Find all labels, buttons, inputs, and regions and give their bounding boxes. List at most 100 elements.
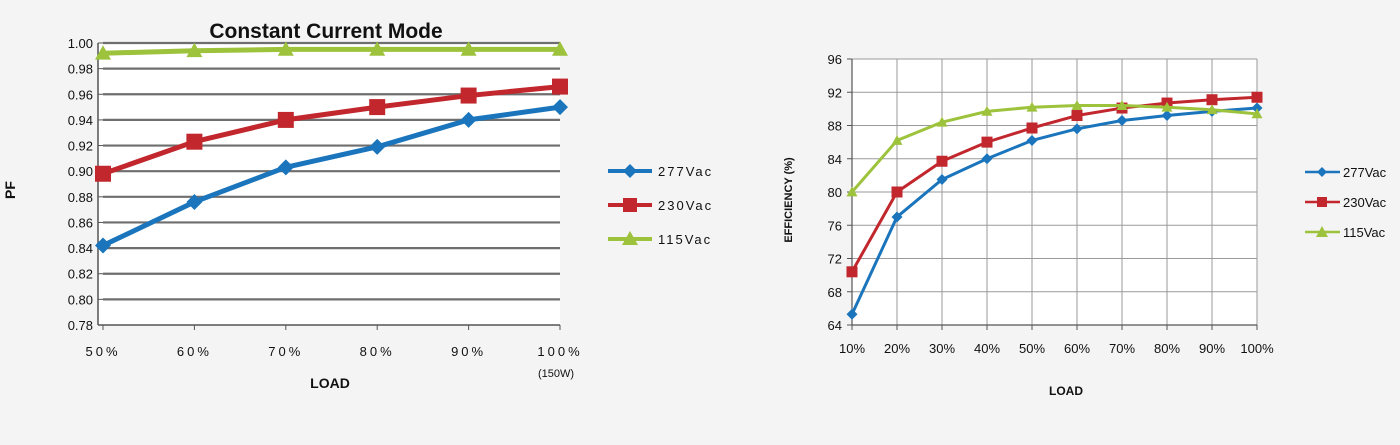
pf-x-category-note: (150W) <box>538 368 574 380</box>
c2-xtick-7: 80% <box>1154 341 1180 356</box>
c1-ytick-2: 0.82 <box>68 267 93 282</box>
pf-plot-area <box>98 43 560 325</box>
c2-xtick-3: 40% <box>974 341 1000 356</box>
c2-series-277vac-point-0 <box>846 308 858 320</box>
pf-x-tick-labels: 50% 60% 70% 80% 90% 100% <box>85 344 582 359</box>
c2-ytick-6: 88 <box>828 119 842 134</box>
efficiency-legend-277vac-label: 277Vac <box>1343 165 1387 180</box>
c2-xtick-5: 60% <box>1064 341 1090 356</box>
efficiency-legend-277vac-marker <box>1317 167 1327 177</box>
c1-series-277vac-point-5 <box>552 99 568 116</box>
c2-xtick-4: 50% <box>1019 341 1045 356</box>
c1-series-230vac-point-2 <box>277 111 294 128</box>
efficiency-legend-277vac: 277Vac <box>1305 165 1387 180</box>
efficiency-x-tick-labels: 10% 20% 30% 40% 50% 60% 70% 80% 90% 100% <box>839 341 1274 356</box>
c1-xtick-1: 60% <box>177 344 212 359</box>
c1-series-277vac-point-0 <box>95 237 111 254</box>
c2-series-115vac-point-4 <box>1026 101 1038 112</box>
efficiency-chart: 64 68 72 76 80 84 88 92 96 10% 20% 30% 40% 50% 60% 70%… <box>783 52 1387 398</box>
c1-xtick-4: 90% <box>451 344 486 359</box>
c1-ytick-5: 0.88 <box>68 190 93 205</box>
c2-ytick-8: 96 <box>828 52 842 67</box>
c2-series-230vac-point-8 <box>1206 94 1218 106</box>
c2-series-230vac-point-2 <box>936 155 948 167</box>
efficiency-gridlines <box>847 58 1258 330</box>
c1-series-115vac-point-5 <box>552 41 568 56</box>
c2-xtick-0: 10% <box>839 341 865 356</box>
c2-series-230vac-point-3 <box>981 136 993 148</box>
c1-series-230vac-point-4 <box>460 87 477 104</box>
c1-series-115vac-point-0 <box>95 45 111 60</box>
pf-chart: Constant Current Mode 0.780.800.820.840.… <box>2 20 713 391</box>
c1-series-230vac-point-1 <box>186 133 203 150</box>
efficiency-legend-115vac-marker <box>1316 226 1328 237</box>
c2-ytick-4: 80 <box>828 185 842 200</box>
pf-y-tick-labels: 0.78 0.80 0.82 0.84 0.86 0.88 0.90 0.92 0.94 0.96… <box>68 36 93 333</box>
pf-legend-277vac-marker <box>623 164 637 178</box>
pf-legend-115vac: 115Vac <box>608 231 712 247</box>
efficiency-legend-230vac: 230Vac <box>1305 195 1387 210</box>
c2-ytick-2: 72 <box>828 252 842 267</box>
c2-series-115vac-point-7 <box>1161 101 1173 112</box>
c2-series-230vac-point-9 <box>1251 91 1263 103</box>
c1-series-277vac-point-4 <box>460 111 477 128</box>
c2-series-230vac-point-0 <box>846 266 858 278</box>
efficiency-series-group <box>846 91 1263 320</box>
c1-series-230vac-point-3 <box>369 99 386 116</box>
efficiency-x-axis-title: LOAD <box>1049 384 1083 398</box>
c2-series-115vac <box>846 100 1263 197</box>
c1-series-115vac-point-1 <box>186 42 203 58</box>
c1-xtick-0: 50% <box>85 344 120 359</box>
pf-legend-277vac: 277Vac <box>608 164 711 179</box>
c2-series-277vac-point-6 <box>1116 115 1128 127</box>
c1-series-230vac-point-0 <box>95 165 111 182</box>
efficiency-y-axis-title: EFFICIENCY (%) <box>783 157 795 243</box>
c1-ytick-9: 0.96 <box>68 87 93 102</box>
c1-ytick-8: 0.94 <box>68 113 93 128</box>
c1-series-277vac <box>95 99 568 254</box>
c2-series-115vac-line <box>850 104 1258 193</box>
c1-xtick-5: 100% <box>537 344 582 359</box>
c1-series-277vac-line <box>101 104 561 248</box>
c2-series-115vac-point-0 <box>846 186 858 197</box>
efficiency-legend-115vac: 115Vac <box>1305 225 1386 240</box>
c2-series-230vac-line <box>850 95 1258 273</box>
c1-ytick-7: 0.92 <box>68 139 93 154</box>
c1-series-277vac-point-2 <box>277 159 294 176</box>
pf-x-axis-title: LOAD <box>310 375 350 391</box>
c1-series-230vac <box>95 78 568 182</box>
c2-series-115vac-point-1 <box>891 134 903 145</box>
c2-series-230vac-point-1 <box>891 186 903 198</box>
c2-ytick-3: 76 <box>828 218 842 233</box>
c2-series-115vac-point-3 <box>981 105 993 116</box>
c2-series-277vac-point-4 <box>1026 134 1038 146</box>
c1-series-277vac-point-1 <box>186 193 203 210</box>
c1-series-115vac <box>95 41 568 60</box>
c2-series-277vac-point-2 <box>936 174 948 186</box>
pf-legend-115vac-marker <box>622 231 638 245</box>
pf-series-group <box>95 41 568 254</box>
c2-xtick-8: 90% <box>1199 341 1225 356</box>
pf-legend-230vac-label: 230Vac <box>658 198 713 213</box>
c2-xtick-2: 30% <box>929 341 955 356</box>
pf-legend: 277Vac 230Vac 115Vac <box>608 164 713 247</box>
c1-xtick-3: 80% <box>360 344 395 359</box>
c1-series-230vac-line <box>102 84 561 177</box>
c2-xtick-6: 70% <box>1109 341 1135 356</box>
c2-series-277vac-point-9 <box>1251 102 1263 114</box>
c1-series-230vac-point-5 <box>552 78 568 95</box>
c2-ytick-0: 64 <box>828 318 842 333</box>
c2-series-115vac-point-5 <box>1071 100 1083 110</box>
c2-series-115vac-point-8 <box>1206 104 1218 115</box>
c2-series-277vac-point-7 <box>1161 110 1173 122</box>
c1-ytick-4: 0.86 <box>68 215 93 230</box>
c2-ytick-7: 92 <box>828 85 842 100</box>
c2-series-277vac-point-1 <box>891 211 903 223</box>
c2-xtick-1: 20% <box>884 341 910 356</box>
c2-series-277vac-point-5 <box>1071 123 1083 135</box>
c2-series-230vac-point-4 <box>1026 122 1038 134</box>
c1-ytick-1: 0.80 <box>68 292 93 307</box>
pf-legend-115vac-label: 115Vac <box>658 232 712 247</box>
c1-series-115vac-point-4 <box>460 41 477 56</box>
c1-ytick-3: 0.84 <box>68 241 93 256</box>
